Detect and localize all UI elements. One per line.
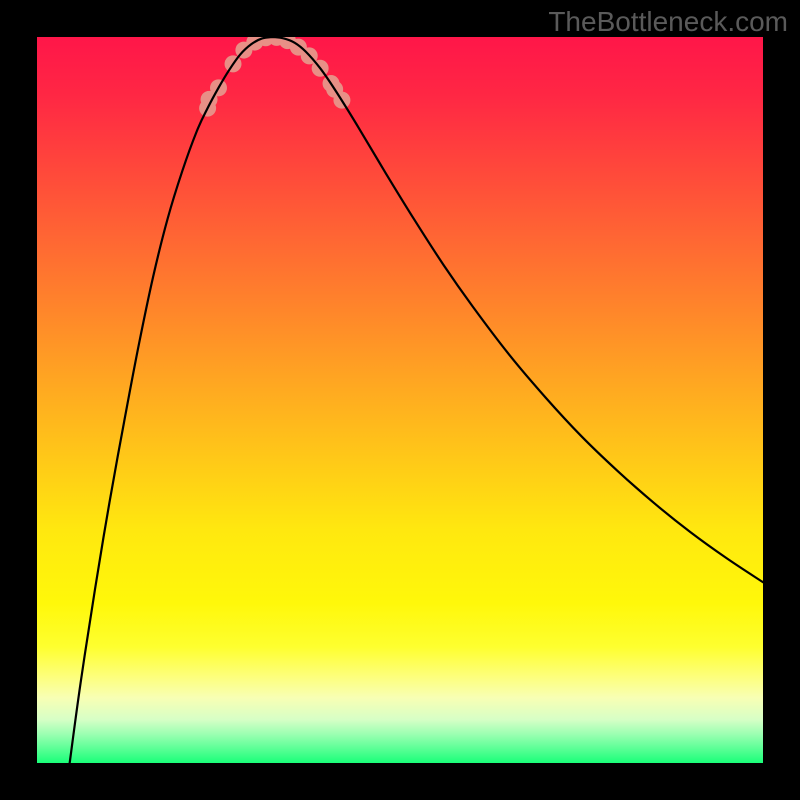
plot-background [37,37,763,763]
plot-area [37,37,763,763]
plot-svg [37,37,763,763]
watermark-text: TheBottleneck.com [548,6,788,38]
chart-frame: TheBottleneck.com [0,0,800,800]
